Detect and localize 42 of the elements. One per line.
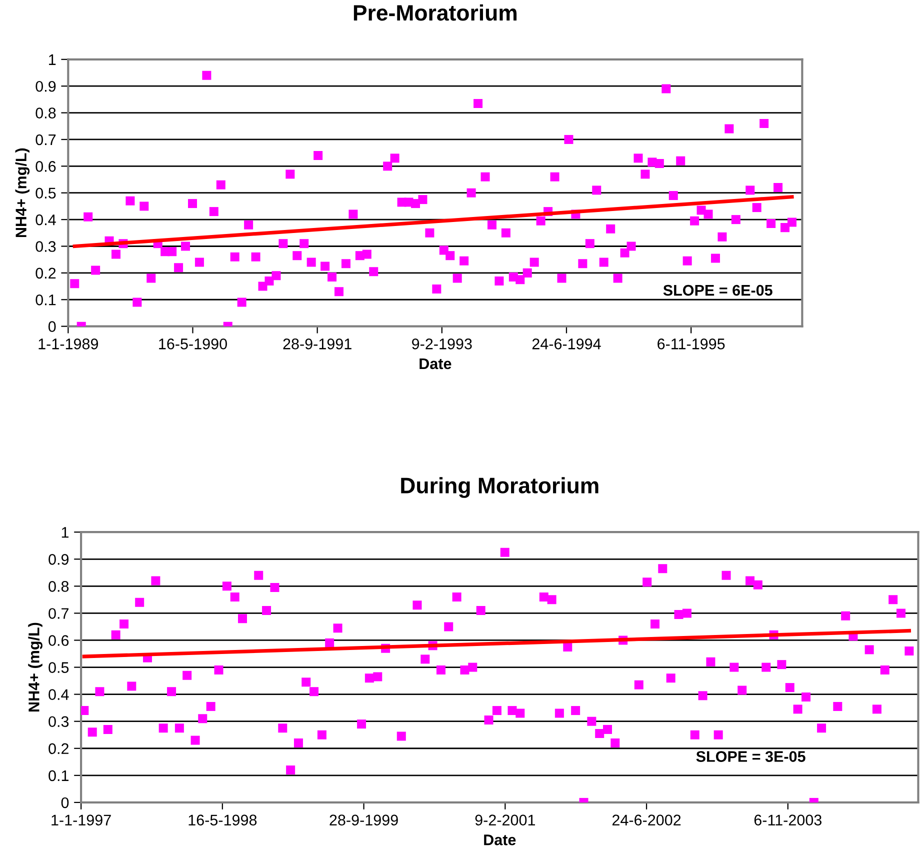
x-axis-title: Date	[484, 834, 516, 846]
y-tick-label: 0.8	[36, 108, 56, 118]
x-tick-label: 24-6-2002	[612, 814, 681, 826]
chart-title: Pre-Moratorium	[354, 4, 517, 21]
y-tick-label: 0.8	[48, 581, 69, 592]
x-tick-label: 9-2-2001	[475, 814, 535, 826]
x-tick-label: 28-9-1999	[330, 814, 398, 826]
y-axis-title: NH4+ (mg/L)	[15, 148, 30, 238]
y-tick-label: 0.2	[36, 268, 56, 279]
y-tick-label: 0.9	[36, 80, 56, 92]
x-tick-label: 9-2-1993	[412, 338, 472, 350]
y-tick-label: 0.7	[48, 608, 68, 619]
x-tick-label: 28-9-1991	[283, 338, 352, 350]
y-tick-label: 0.3	[48, 716, 69, 728]
y-axis-title: NH4+ (mg/L)	[28, 622, 42, 712]
x-tick-label: 1-1-1997	[52, 814, 111, 826]
annotation: SLOPE = 3E-05	[696, 751, 806, 762]
chart-title: During Moratorium	[401, 477, 598, 498]
y-tick-label: 0.9	[48, 554, 69, 565]
y-tick-label: 0.3	[36, 241, 56, 252]
y-tick-label: 0.6	[48, 635, 69, 646]
y-tick-label: 0.5	[48, 662, 69, 673]
y-tick-label: 0.6	[36, 161, 56, 172]
y-tick-label: 0.2	[48, 743, 68, 754]
x-tick-label: 6-11-1995	[658, 338, 725, 350]
y-tick-label: 1	[49, 54, 56, 65]
y-tick-label: 0.1	[48, 770, 68, 782]
x-tick-label: 6-11-2003	[754, 814, 822, 826]
y-tick-label: 0	[61, 797, 69, 808]
x-tick-label: 1-1-1989	[38, 338, 98, 350]
x-tick-label: 16-5-1990	[159, 338, 227, 350]
annotation: SLOPE = 6E-05	[663, 284, 772, 296]
y-tick-label: 1	[62, 527, 68, 538]
x-axis-title: Date	[420, 358, 452, 370]
y-tick-label: 0	[48, 321, 56, 332]
y-tick-label: 0.4	[48, 689, 69, 700]
y-tick-label: 0.5	[36, 188, 56, 199]
x-tick-label: 16-5-1998	[188, 814, 257, 826]
y-tick-label: 0.4	[36, 214, 56, 226]
y-tick-label: 0.1	[36, 294, 56, 306]
x-tick-label: 24-6-1994	[532, 338, 601, 350]
y-tick-label: 0.7	[36, 134, 56, 146]
